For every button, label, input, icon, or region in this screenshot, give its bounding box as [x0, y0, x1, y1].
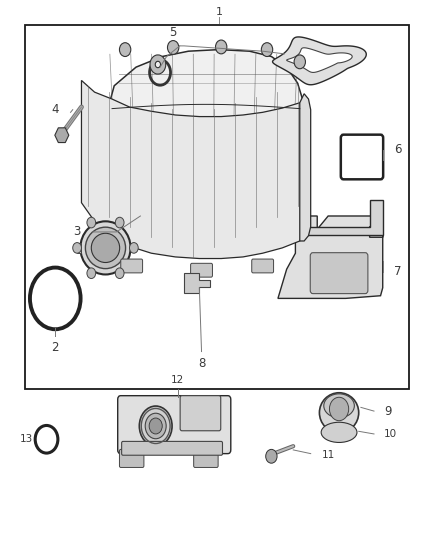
FancyBboxPatch shape: [180, 395, 221, 431]
Circle shape: [87, 268, 95, 279]
Text: 5: 5: [170, 26, 177, 39]
FancyBboxPatch shape: [120, 449, 144, 467]
Text: 12: 12: [171, 375, 184, 384]
Circle shape: [266, 449, 277, 463]
FancyBboxPatch shape: [310, 253, 368, 294]
Ellipse shape: [321, 422, 357, 442]
FancyBboxPatch shape: [194, 449, 218, 467]
Circle shape: [115, 217, 124, 228]
Text: 3: 3: [74, 225, 81, 238]
Circle shape: [329, 397, 349, 421]
Wedge shape: [150, 55, 166, 74]
Polygon shape: [278, 216, 383, 298]
FancyBboxPatch shape: [122, 441, 223, 455]
Polygon shape: [184, 273, 210, 293]
Polygon shape: [300, 94, 311, 241]
Text: 13: 13: [20, 434, 34, 445]
Circle shape: [130, 243, 138, 253]
Ellipse shape: [145, 413, 166, 439]
Text: 9: 9: [384, 405, 392, 417]
Polygon shape: [304, 200, 383, 235]
Text: 10: 10: [384, 429, 397, 439]
FancyBboxPatch shape: [191, 263, 212, 277]
Circle shape: [115, 268, 124, 279]
Bar: [25, 25, 409, 389]
FancyBboxPatch shape: [252, 259, 274, 273]
FancyBboxPatch shape: [121, 259, 143, 273]
Text: 7: 7: [394, 265, 401, 278]
Text: 11: 11: [321, 450, 335, 460]
Text: 4: 4: [52, 103, 59, 116]
Circle shape: [149, 418, 162, 434]
Circle shape: [261, 43, 273, 56]
Circle shape: [120, 43, 131, 56]
Circle shape: [87, 217, 95, 228]
Ellipse shape: [319, 393, 359, 433]
Polygon shape: [77, 243, 81, 253]
Circle shape: [73, 243, 81, 253]
Polygon shape: [272, 37, 366, 85]
Ellipse shape: [81, 221, 131, 274]
Polygon shape: [81, 80, 304, 259]
Circle shape: [215, 40, 227, 54]
Text: 8: 8: [198, 357, 205, 370]
Polygon shape: [286, 48, 352, 72]
Circle shape: [167, 41, 179, 54]
Polygon shape: [108, 50, 304, 150]
Ellipse shape: [324, 394, 354, 418]
Ellipse shape: [85, 227, 126, 269]
Text: 6: 6: [394, 143, 401, 156]
Ellipse shape: [139, 406, 172, 446]
Text: 1: 1: [215, 7, 223, 18]
FancyBboxPatch shape: [118, 395, 231, 454]
Text: 2: 2: [52, 341, 59, 354]
Circle shape: [294, 55, 305, 69]
Ellipse shape: [91, 233, 120, 263]
